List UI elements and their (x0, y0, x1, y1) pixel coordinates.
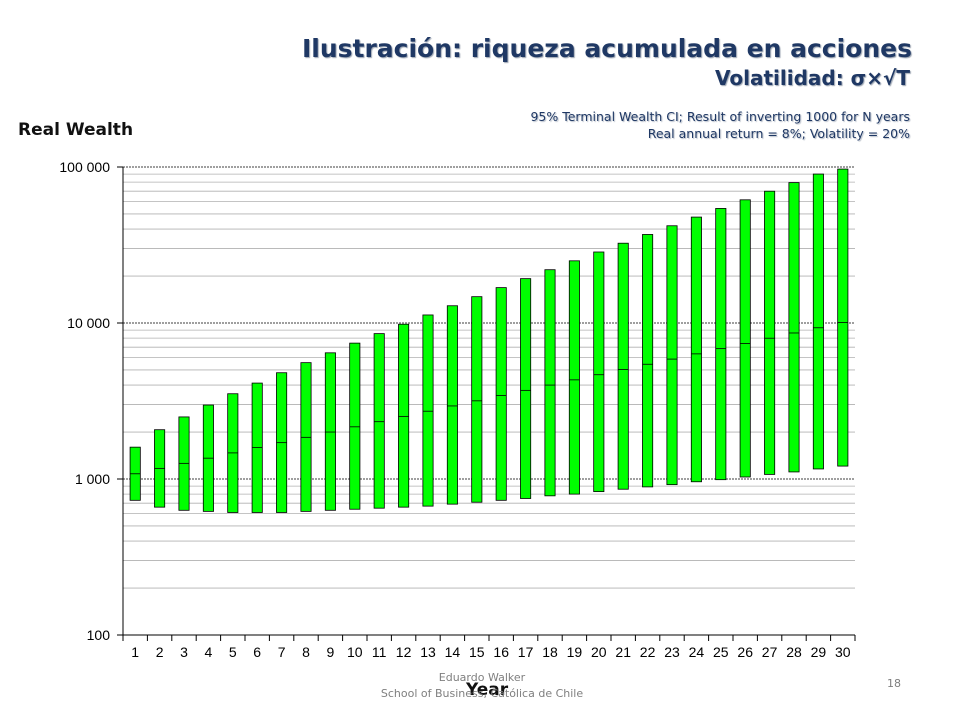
page-number: 18 (887, 677, 901, 690)
range-bar-year-18 (544, 269, 556, 497)
x-tick-label: 8 (302, 644, 310, 660)
x-tick-label: 29 (811, 644, 827, 660)
y-tick-label: 1 000 (75, 471, 110, 487)
x-tick-label: 23 (664, 644, 680, 660)
range-bar-year-28 (788, 182, 800, 473)
x-tick-label: 27 (762, 644, 778, 660)
x-tick-label: 2 (156, 644, 164, 660)
range-bar-year-29 (812, 173, 824, 470)
range-bar-year-17 (520, 278, 532, 499)
x-tick-label: 15 (469, 644, 485, 660)
x-tick-label: 7 (278, 644, 286, 660)
range-bar-year-10 (349, 342, 361, 510)
slide-subtitle: Volatilidad: σ×√T (714, 66, 910, 90)
x-tick-label: 10 (347, 644, 363, 660)
range-bar-year-11 (373, 333, 385, 509)
range-bar-year-27 (764, 190, 776, 475)
footer-institution: School of Business, Católica de Chile (380, 687, 584, 700)
range-bar-year-15 (471, 296, 483, 503)
x-tick-label: 18 (542, 644, 558, 660)
chart-note-line2: Real annual return = 8%; Volatility = 20… (647, 126, 910, 141)
x-tick-label: 1 (131, 644, 139, 660)
footer-author: Eduardo Walker (438, 671, 526, 684)
x-tick-label: 20 (591, 644, 607, 660)
x-tick-label: 14 (445, 644, 461, 660)
footer: Eduardo Walker School of Business, Catól… (372, 670, 592, 702)
y-tick-label: 10 000 (67, 315, 110, 331)
x-tick-label: 19 (567, 644, 583, 660)
range-bar-year-9 (324, 352, 336, 511)
x-tick-label: 26 (737, 644, 753, 660)
y-axis-label: Real Wealth (18, 120, 134, 140)
x-tick-label: 25 (713, 644, 729, 660)
x-axis-label: Year (466, 680, 509, 700)
range-bar-year-19 (568, 260, 580, 495)
range-bar-year-12 (398, 323, 410, 508)
range-bar-year-22 (642, 234, 654, 488)
y-tick-label: 100 000 (59, 159, 110, 175)
range-bar-year-14 (446, 305, 458, 505)
slide-title: Ilustración: riqueza acumulada en accion… (301, 34, 912, 63)
range-bar-year-23 (666, 225, 678, 486)
x-tick-label: 12 (396, 644, 412, 660)
x-tick-label: 3 (180, 644, 188, 660)
x-tick-label: 4 (205, 644, 213, 660)
x-tick-label: 9 (327, 644, 335, 660)
x-tick-label: 30 (835, 644, 851, 660)
x-tick-label: 13 (420, 644, 436, 660)
x-tick-label: 5 (229, 644, 237, 660)
range-bar-year-13 (422, 314, 434, 507)
x-tick-label: 22 (640, 644, 656, 660)
x-tick-label: 17 (518, 644, 534, 660)
y-tick-label: 100 (87, 627, 111, 643)
range-bar-year-30 (837, 168, 849, 467)
x-tick-label: 6 (253, 644, 261, 660)
range-bar-year-20 (593, 251, 605, 493)
range-bar-year-24 (690, 216, 702, 483)
range-bar-year-25 (715, 208, 727, 481)
chart-note-line1: 95% Terminal Wealth CI; Result of invert… (530, 109, 910, 124)
range-bar-year-21 (617, 242, 629, 490)
x-tick-label: 21 (615, 644, 631, 660)
x-tick-label: 11 (372, 644, 387, 660)
range-bar-year-26 (739, 199, 751, 478)
x-tick-label: 28 (786, 644, 802, 660)
range-bar-year-16 (495, 287, 507, 501)
x-tick-label: 16 (493, 644, 509, 660)
x-tick-label: 24 (689, 644, 705, 660)
